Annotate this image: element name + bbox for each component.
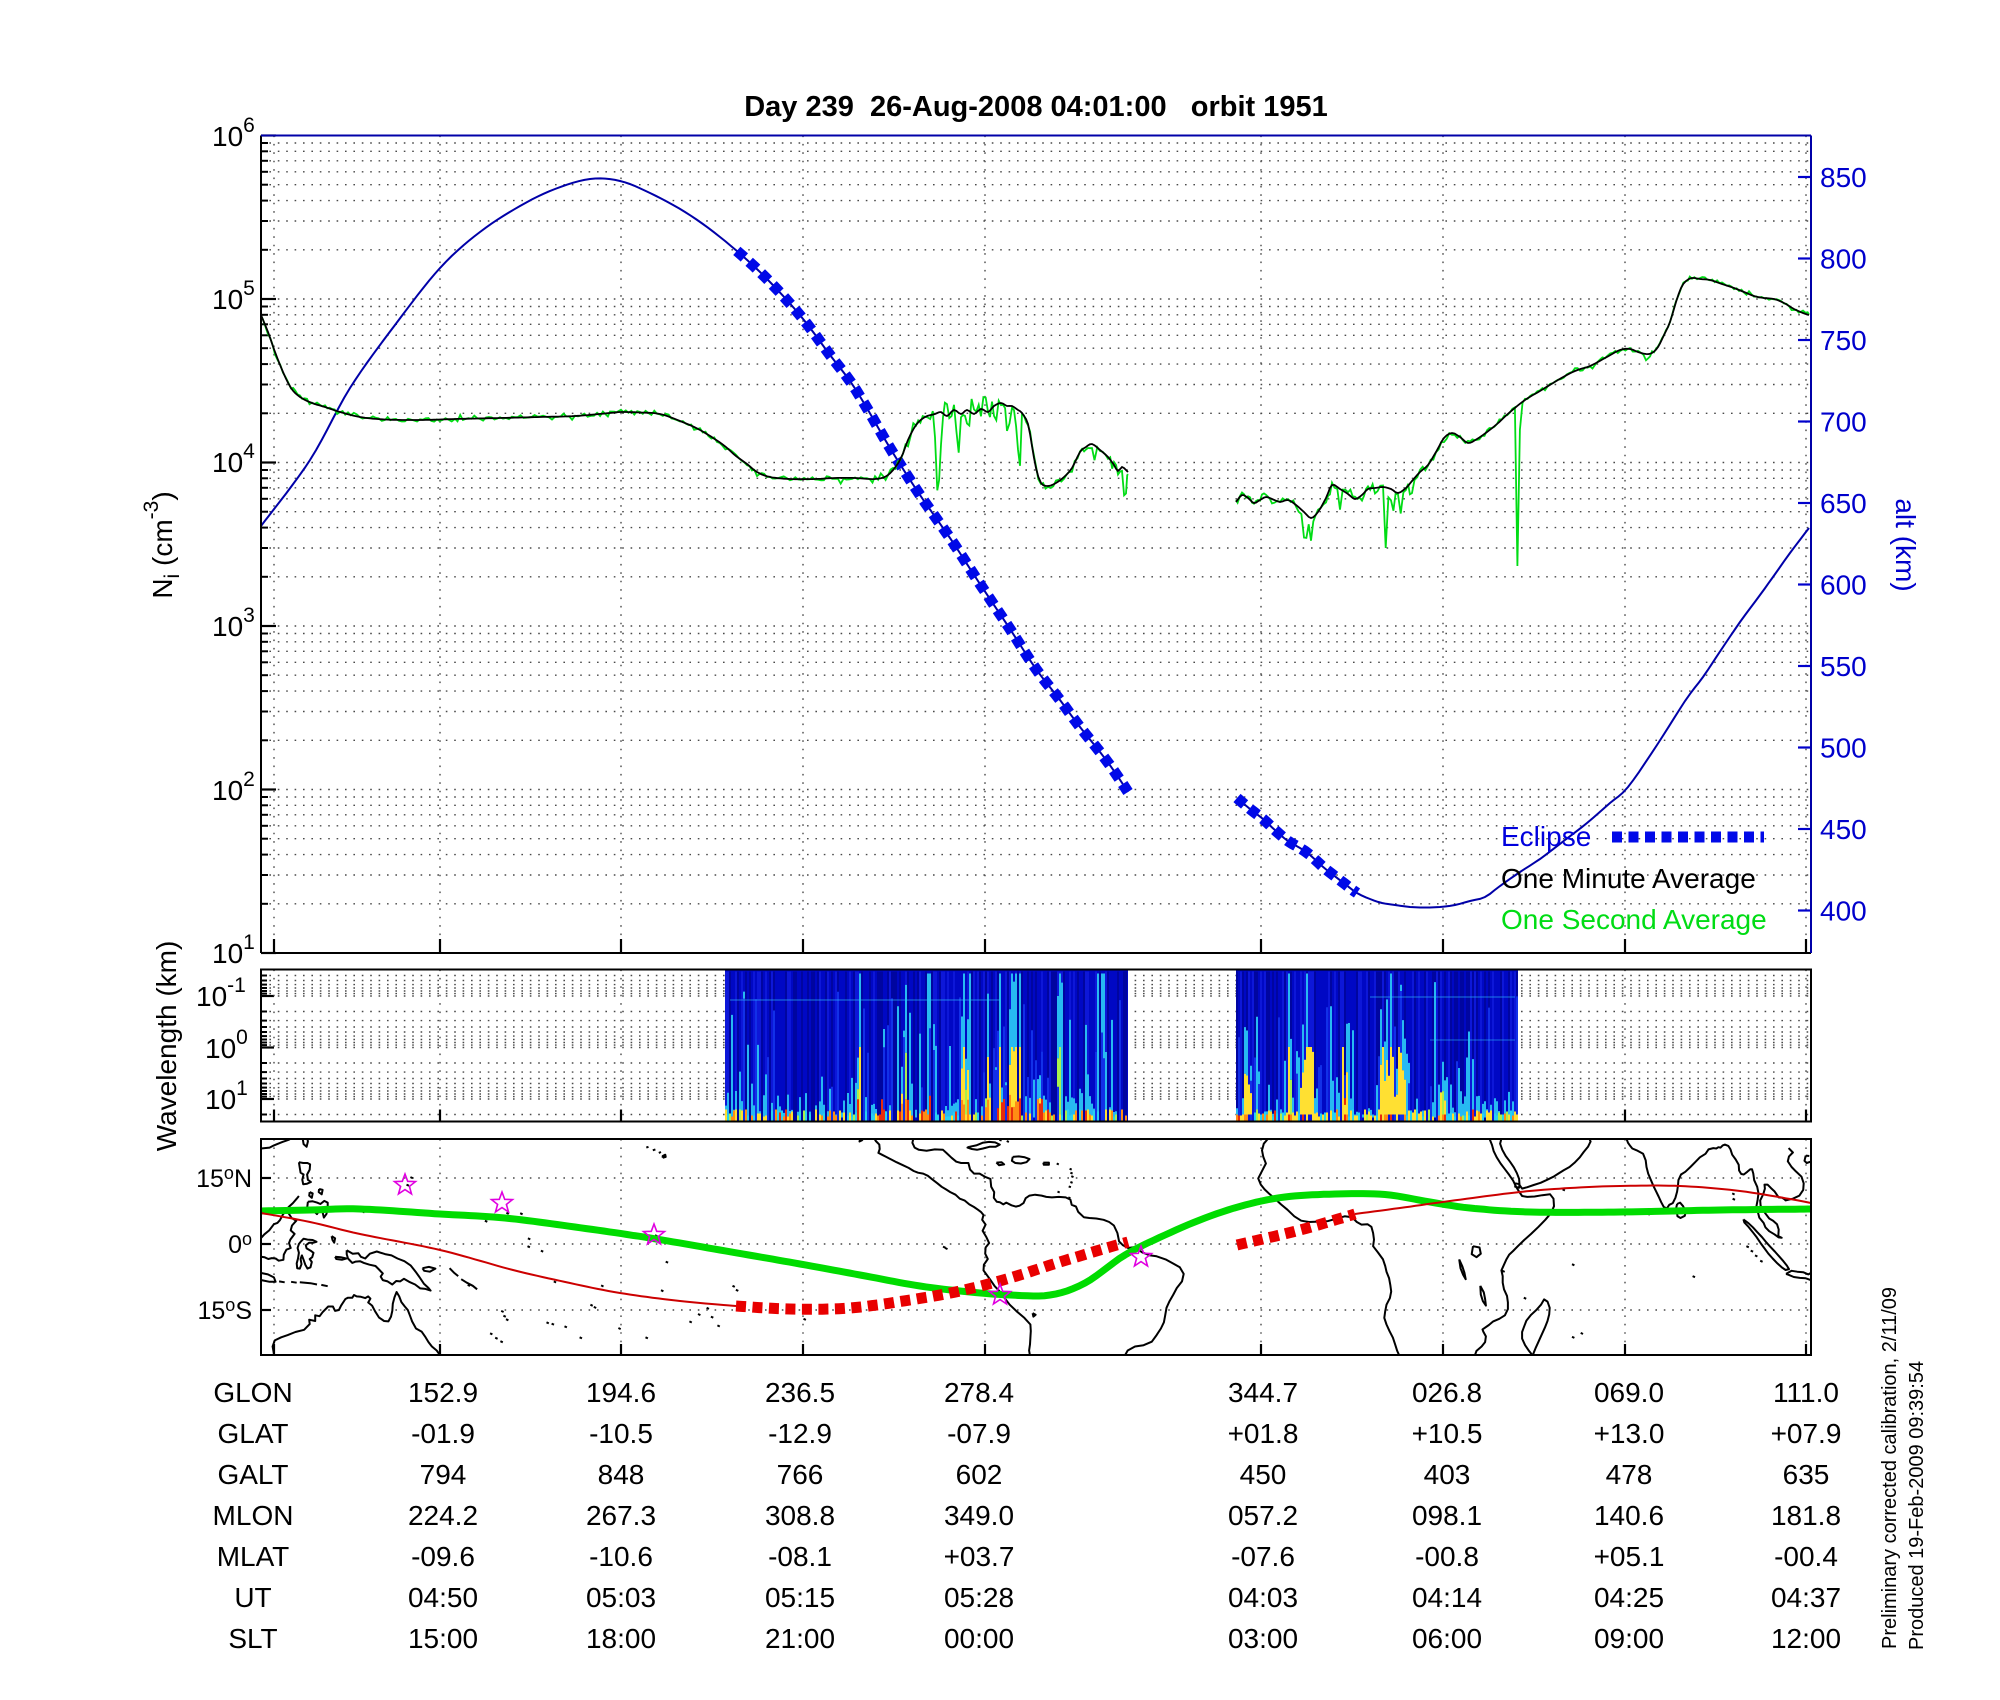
svg-text:026.8: 026.8 bbox=[1412, 1377, 1482, 1408]
svg-text:400: 400 bbox=[1820, 896, 1867, 927]
svg-text:UT: UT bbox=[234, 1582, 271, 1613]
svg-text:MLAT: MLAT bbox=[217, 1541, 290, 1572]
svg-text:-07.6: -07.6 bbox=[1231, 1541, 1295, 1572]
svg-text:+07.9: +07.9 bbox=[1771, 1418, 1842, 1449]
svg-text:One Second Average: One Second Average bbox=[1501, 904, 1767, 935]
svg-text:12:00: 12:00 bbox=[1771, 1623, 1841, 1654]
svg-text:403: 403 bbox=[1424, 1459, 1471, 1490]
svg-text:00:00: 00:00 bbox=[944, 1623, 1014, 1654]
svg-text:-00.4: -00.4 bbox=[1774, 1541, 1838, 1572]
svg-text:04:03: 04:03 bbox=[1228, 1582, 1298, 1613]
svg-text:05:15: 05:15 bbox=[765, 1582, 835, 1613]
svg-text:15:00: 15:00 bbox=[408, 1623, 478, 1654]
svg-text:MLON: MLON bbox=[213, 1500, 294, 1531]
svg-text:800: 800 bbox=[1820, 244, 1867, 275]
svg-text:140.6: 140.6 bbox=[1594, 1500, 1664, 1531]
svg-text:224.2: 224.2 bbox=[408, 1500, 478, 1531]
svg-text:-00.8: -00.8 bbox=[1415, 1541, 1479, 1572]
svg-text:450: 450 bbox=[1820, 814, 1867, 845]
svg-text:Eclipse: Eclipse bbox=[1501, 821, 1591, 852]
svg-text:152.9: 152.9 bbox=[408, 1377, 478, 1408]
svg-text:+03.7: +03.7 bbox=[944, 1541, 1015, 1572]
svg-text:635: 635 bbox=[1783, 1459, 1830, 1490]
svg-text:06:00: 06:00 bbox=[1412, 1623, 1482, 1654]
svg-text:GLON: GLON bbox=[213, 1377, 292, 1408]
svg-text:-07.9: -07.9 bbox=[947, 1418, 1011, 1449]
svg-text:One Minute Average: One Minute Average bbox=[1501, 863, 1756, 894]
svg-text:+13.0: +13.0 bbox=[1594, 1418, 1665, 1449]
svg-text:104: 104 bbox=[212, 440, 255, 478]
svg-text:Preliminary corrected calibrat: Preliminary corrected calibration, 2/11/… bbox=[1879, 1287, 1901, 1649]
svg-text:21:00: 21:00 bbox=[765, 1623, 835, 1654]
svg-text:550: 550 bbox=[1820, 651, 1867, 682]
svg-text:850: 850 bbox=[1820, 162, 1867, 193]
svg-text:848: 848 bbox=[598, 1459, 645, 1490]
svg-text:236.5: 236.5 bbox=[765, 1377, 835, 1408]
svg-text:344.7: 344.7 bbox=[1228, 1377, 1298, 1408]
svg-text:057.2: 057.2 bbox=[1228, 1500, 1298, 1531]
svg-text:111.0: 111.0 bbox=[1773, 1377, 1839, 1408]
svg-text:Wavelength (km): Wavelength (km) bbox=[151, 941, 182, 1152]
svg-text:766: 766 bbox=[777, 1459, 824, 1490]
svg-text:09:00: 09:00 bbox=[1594, 1623, 1664, 1654]
svg-text:098.1: 098.1 bbox=[1412, 1500, 1482, 1531]
svg-text:349.0: 349.0 bbox=[944, 1500, 1014, 1531]
svg-text:450: 450 bbox=[1240, 1459, 1287, 1490]
svg-text:+10.5: +10.5 bbox=[1412, 1418, 1483, 1449]
svg-text:+01.8: +01.8 bbox=[1228, 1418, 1299, 1449]
svg-text:-08.1: -08.1 bbox=[768, 1541, 832, 1572]
svg-text:Day 239 26-Aug-2008 04:01:00: Day 239 26-Aug-2008 04:01:00 orbit 1951 bbox=[744, 91, 1328, 123]
svg-text:194.6: 194.6 bbox=[586, 1377, 656, 1408]
svg-text:05:03: 05:03 bbox=[586, 1582, 656, 1613]
svg-text:alt (km): alt (km) bbox=[1890, 498, 1921, 591]
svg-text:03:00: 03:00 bbox=[1228, 1623, 1298, 1654]
svg-text:-12.9: -12.9 bbox=[768, 1418, 832, 1449]
svg-text:478: 478 bbox=[1606, 1459, 1653, 1490]
svg-text:650: 650 bbox=[1820, 488, 1867, 519]
svg-text:18:00: 18:00 bbox=[586, 1623, 656, 1654]
svg-text:267.3: 267.3 bbox=[586, 1500, 656, 1531]
svg-text:Produced 19-Feb-2009 09:39:54: Produced 19-Feb-2009 09:39:54 bbox=[1906, 1361, 1928, 1650]
svg-text:04:14: 04:14 bbox=[1412, 1582, 1482, 1613]
svg-text:750: 750 bbox=[1820, 325, 1867, 356]
svg-text:04:37: 04:37 bbox=[1771, 1582, 1841, 1613]
svg-text:700: 700 bbox=[1820, 407, 1867, 438]
svg-text:05:28: 05:28 bbox=[944, 1582, 1014, 1613]
svg-text:15oS: 15oS bbox=[197, 1295, 252, 1325]
svg-text:069.0: 069.0 bbox=[1594, 1377, 1664, 1408]
svg-text:278.4: 278.4 bbox=[944, 1377, 1014, 1408]
svg-text:500: 500 bbox=[1820, 733, 1867, 764]
svg-text:10-1: 10-1 bbox=[196, 974, 246, 1012]
svg-text:04:50: 04:50 bbox=[408, 1582, 478, 1613]
svg-text:-10.5: -10.5 bbox=[589, 1418, 653, 1449]
svg-text:-10.6: -10.6 bbox=[589, 1541, 653, 1572]
svg-text:600: 600 bbox=[1820, 570, 1867, 601]
svg-text:GALT: GALT bbox=[217, 1459, 288, 1490]
svg-text:-01.9: -01.9 bbox=[411, 1418, 475, 1449]
svg-text:181.8: 181.8 bbox=[1771, 1500, 1841, 1531]
svg-text:+05.1: +05.1 bbox=[1594, 1541, 1665, 1572]
svg-text:GLAT: GLAT bbox=[217, 1418, 288, 1449]
svg-text:308.8: 308.8 bbox=[765, 1500, 835, 1531]
svg-text:04:25: 04:25 bbox=[1594, 1582, 1664, 1613]
svg-text:-09.6: -09.6 bbox=[411, 1541, 475, 1572]
svg-text:602: 602 bbox=[956, 1459, 1003, 1490]
svg-text:794: 794 bbox=[420, 1459, 467, 1490]
svg-text:SLT: SLT bbox=[228, 1623, 277, 1654]
